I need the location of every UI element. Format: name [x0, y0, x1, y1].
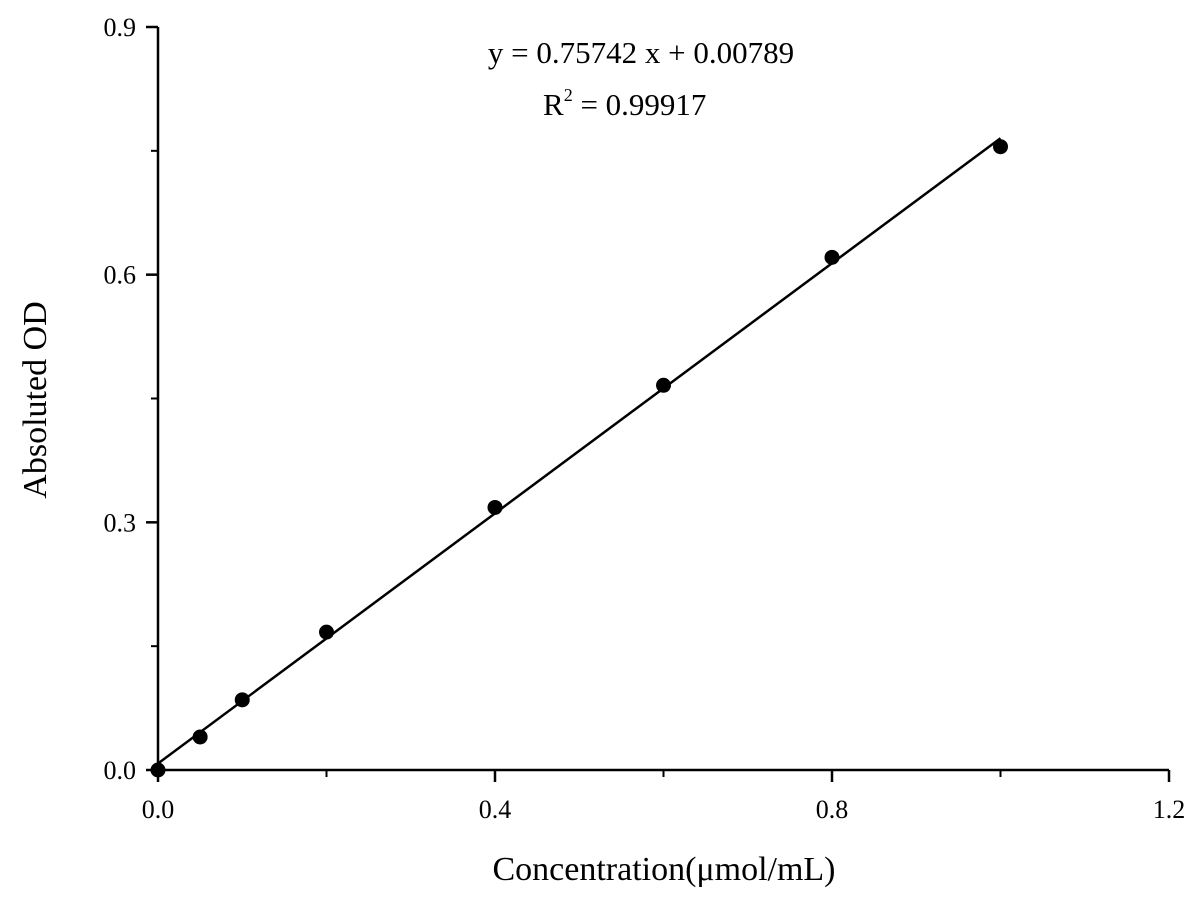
x-tick-label: 1.2 — [1153, 795, 1186, 824]
y-tick-label: 0.9 — [104, 13, 137, 42]
r-squared-superscript: 2 — [564, 85, 573, 105]
equation-annotation: y = 0.75742 x + 0.00789 — [488, 35, 794, 70]
axes: 0.0 0.4 0.8 1.2 0.0 0.3 0.6 0.9 — [104, 13, 1186, 824]
x-tick-label: 0.0 — [142, 795, 175, 824]
fit-line — [157, 137, 1002, 765]
fit-line-group — [157, 137, 1002, 765]
data-point — [192, 729, 208, 745]
data-point — [993, 139, 1008, 155]
r-squared-value: = 0.99917 — [573, 87, 707, 122]
r-squared-label: R — [543, 87, 564, 122]
data-point — [319, 624, 334, 640]
data-point — [150, 762, 166, 778]
y-tick-label: 0.0 — [104, 756, 137, 785]
x-tick-label: 0.8 — [816, 795, 849, 824]
y-tick-label: 0.3 — [104, 508, 137, 537]
data-point — [824, 249, 840, 265]
x-axis-label: Concentration(μmol/mL) — [492, 851, 835, 888]
data-point — [234, 692, 250, 708]
data-points — [150, 139, 1008, 778]
data-point — [656, 377, 671, 393]
y-tick-label: 0.6 — [104, 261, 137, 290]
r-squared-annotation: R2 = 0.99917 — [543, 85, 706, 122]
data-point — [487, 499, 503, 515]
x-tick-label: 0.4 — [479, 795, 512, 824]
y-axis-label: Absoluted OD — [17, 301, 54, 498]
